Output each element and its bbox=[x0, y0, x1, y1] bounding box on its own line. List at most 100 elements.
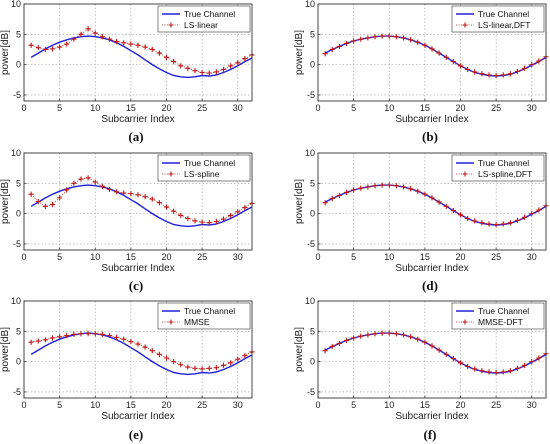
series-point-estimate bbox=[128, 41, 134, 47]
y-tick-label: 5 bbox=[16, 326, 21, 336]
series-point-estimate bbox=[336, 192, 342, 199]
x-tick-label: 30 bbox=[233, 103, 243, 113]
series-point-estimate bbox=[192, 365, 198, 371]
x-tick-label: 0 bbox=[315, 252, 320, 262]
series-point-estimate bbox=[220, 66, 227, 73]
x-tick-label: 15 bbox=[420, 400, 430, 410]
y-tick-label: -5 bbox=[13, 90, 21, 100]
series-point-estimate bbox=[486, 369, 492, 375]
series-point-estimate bbox=[92, 30, 98, 36]
series-point-estimate bbox=[514, 68, 521, 74]
y-tick-label: 0 bbox=[16, 60, 21, 70]
series-line-estimate bbox=[30, 177, 253, 224]
series-point-estimate bbox=[536, 355, 542, 361]
legend-marker-estimate bbox=[168, 171, 174, 177]
series-point-estimate bbox=[242, 204, 248, 211]
series-point-estimate bbox=[28, 191, 34, 197]
series-point-estimate bbox=[220, 216, 227, 222]
y-tick-label: 10 bbox=[11, 0, 21, 9]
series-point-estimate bbox=[42, 46, 48, 53]
series-point-estimate bbox=[486, 221, 492, 227]
series-point-estimate bbox=[465, 363, 471, 370]
series-point-estimate bbox=[514, 217, 521, 223]
series-point-estimate bbox=[450, 58, 456, 65]
series-point-estimate bbox=[213, 365, 219, 371]
series-point-estimate bbox=[336, 43, 342, 50]
legend-label: MMSE-DFT bbox=[478, 317, 523, 327]
x-tick-label: 30 bbox=[527, 252, 537, 262]
x-tick-label: 25 bbox=[197, 400, 207, 410]
series-point-estimate bbox=[114, 334, 120, 340]
axes-frame bbox=[23, 3, 253, 102]
y-tick-label: 10 bbox=[11, 296, 21, 306]
series-point-estimate bbox=[114, 189, 120, 195]
series-point-estimate bbox=[199, 69, 205, 76]
series-point-estimate bbox=[220, 362, 227, 368]
series-point-estimate bbox=[178, 362, 184, 368]
legend-box bbox=[157, 5, 251, 33]
series-point-estimate bbox=[228, 63, 234, 69]
series-point-estimate bbox=[386, 182, 392, 188]
series-point-estimate bbox=[49, 46, 56, 52]
x-tick-label: 0 bbox=[21, 103, 26, 113]
series-point-estimate bbox=[415, 188, 421, 194]
series-point-estimate bbox=[372, 34, 378, 40]
y-tick-label: 5 bbox=[310, 326, 315, 336]
legend-label: True Channel bbox=[184, 9, 235, 19]
series-point-estimate bbox=[128, 339, 134, 345]
series-point-estimate bbox=[163, 355, 170, 361]
legend-marker-estimate bbox=[462, 319, 468, 325]
x-tick-label: 15 bbox=[420, 252, 430, 262]
legend-label: LS-linear bbox=[184, 20, 218, 30]
y-tick-label: 0 bbox=[310, 60, 315, 70]
series-point-estimate bbox=[78, 31, 84, 37]
legend-label: True Channel bbox=[478, 306, 529, 316]
series-point-estimate bbox=[149, 196, 155, 202]
legend-marker-estimate bbox=[462, 22, 468, 28]
series-point-estimate bbox=[135, 192, 141, 198]
series-point-estimate bbox=[493, 72, 499, 79]
series-point-estimate bbox=[336, 340, 342, 347]
x-tick-label: 25 bbox=[197, 103, 207, 113]
series-point-estimate bbox=[121, 40, 127, 46]
series-point-estimate bbox=[42, 337, 48, 343]
series-point-estimate bbox=[242, 55, 248, 62]
y-axis-label: power[dB] bbox=[0, 30, 11, 75]
y-axis-label: power[dB] bbox=[294, 30, 305, 75]
x-tick-label: 20 bbox=[161, 103, 171, 113]
x-tick-label: 5 bbox=[57, 252, 62, 262]
y-tick-label: 0 bbox=[16, 357, 21, 367]
series-point-estimate bbox=[92, 179, 98, 185]
legend-label: True Channel bbox=[184, 158, 235, 168]
legend-label: True Channel bbox=[184, 306, 235, 316]
x-tick-label: 30 bbox=[527, 103, 537, 113]
y-axis-label: power[dB] bbox=[294, 179, 305, 224]
axes-frame bbox=[317, 152, 547, 251]
y-tick-label: 0 bbox=[310, 209, 315, 219]
series-point-estimate bbox=[436, 347, 442, 353]
series-point-estimate bbox=[49, 335, 56, 341]
series-point-estimate bbox=[351, 187, 357, 193]
series-point-estimate bbox=[536, 207, 542, 213]
legend-box bbox=[451, 5, 545, 33]
series-point-estimate bbox=[529, 211, 535, 217]
series-point-estimate bbox=[192, 68, 198, 74]
series-point-estimate bbox=[42, 203, 48, 209]
series-point-estimate bbox=[522, 362, 528, 368]
series-point-estimate bbox=[206, 220, 212, 226]
series-point-estimate bbox=[479, 71, 485, 77]
x-tick-label: 20 bbox=[455, 252, 465, 262]
series-point-estimate bbox=[522, 65, 528, 71]
series-point-estimate bbox=[57, 195, 63, 201]
series-point-estimate bbox=[163, 54, 170, 60]
series-point-estimate bbox=[343, 337, 350, 344]
series-point-estimate bbox=[106, 186, 113, 192]
series-point-estimate bbox=[450, 207, 456, 214]
series-point-estimate bbox=[358, 185, 364, 191]
series-point-estimate bbox=[49, 201, 56, 208]
series-point-estimate bbox=[443, 351, 449, 357]
x-axis-label: Subcarrier Index bbox=[395, 114, 468, 125]
x-tick-label: 25 bbox=[491, 252, 501, 262]
